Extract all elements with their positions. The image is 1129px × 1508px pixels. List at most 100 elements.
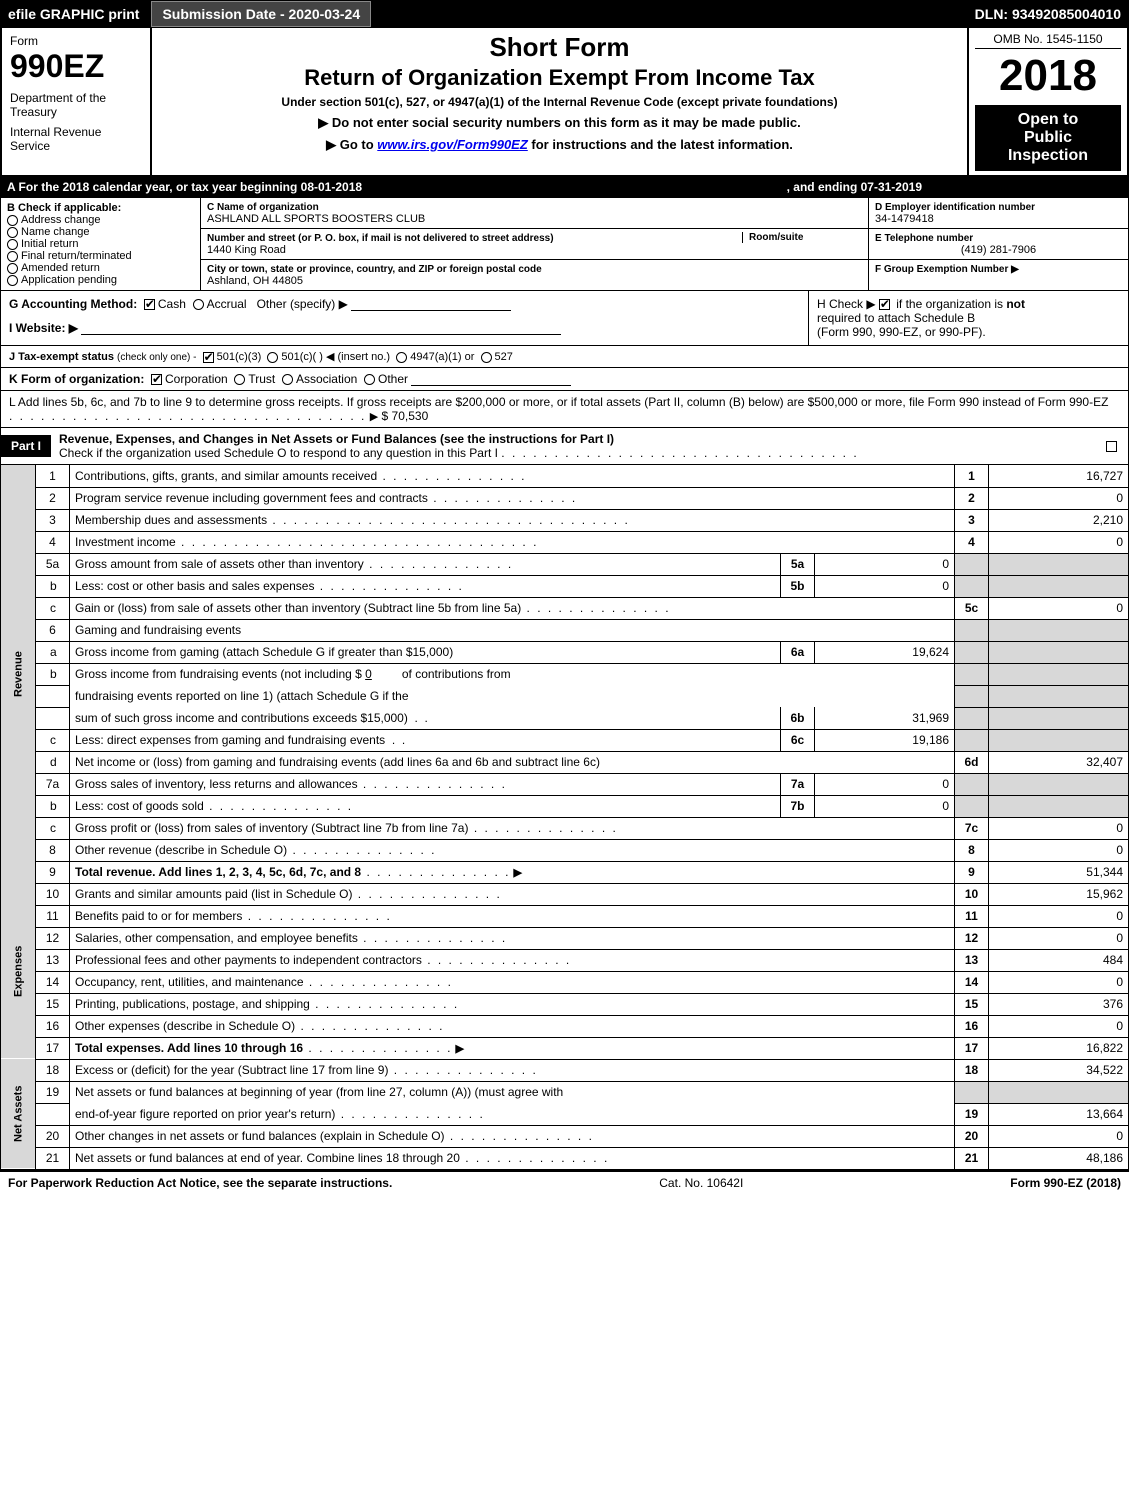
l20-desc: Other changes in net assets or fund bala… <box>70 1125 955 1147</box>
checkbox-h[interactable] <box>879 299 890 310</box>
l6-rvshade <box>989 619 1129 641</box>
l14-rv: 0 <box>989 971 1129 993</box>
l19a-rvshade <box>989 1081 1129 1103</box>
b-item-pending: Application pending <box>7 274 194 286</box>
checkbox-cash[interactable] <box>144 299 155 310</box>
return-title: Return of Organization Exempt From Incom… <box>160 65 959 91</box>
efile-print-label[interactable]: efile GRAPHIC print <box>0 2 147 26</box>
part1-num: Part I <box>1 435 51 457</box>
irs-link[interactable]: www.irs.gov/Form990EZ <box>377 137 528 152</box>
l16-no: 16 <box>36 1015 70 1037</box>
line-6a: a Gross income from gaming (attach Sched… <box>1 641 1129 663</box>
radio-4947[interactable] <box>396 352 407 363</box>
l5a-no: 5a <box>36 553 70 575</box>
k-other-field[interactable] <box>411 372 571 386</box>
l6b3-rvshade <box>989 707 1129 729</box>
line-6b-3: sum of such gross income and contributio… <box>1 707 1129 729</box>
submission-date-button[interactable]: Submission Date - 2020-03-24 <box>151 1 371 27</box>
b-amended-label: Amended return <box>21 262 100 274</box>
l19a-rshade <box>955 1081 989 1103</box>
gh-right: H Check ▶ if the organization is not req… <box>808 291 1128 345</box>
l5a-desc: Gross amount from sale of assets other t… <box>70 553 781 575</box>
l7a-rvshade <box>989 773 1129 795</box>
b-item-final: Final return/terminated <box>7 250 194 262</box>
radio-initial-return[interactable] <box>7 239 18 250</box>
g-other-field[interactable] <box>351 297 511 311</box>
radio-address-change[interactable] <box>7 215 18 226</box>
l19b-no <box>36 1103 70 1125</box>
l7a-mn: 7a <box>781 773 815 795</box>
line-13: 13 Professional fees and other payments … <box>1 949 1129 971</box>
l6-rshade <box>955 619 989 641</box>
l7b-desc: Less: cost of goods sold <box>70 795 781 817</box>
line-7a: 7a Gross sales of inventory, less return… <box>1 773 1129 795</box>
part1-title-text: Revenue, Expenses, and Changes in Net As… <box>59 432 614 446</box>
l4-text: Investment income <box>75 535 176 549</box>
radio-association[interactable] <box>282 374 293 385</box>
l12-rn: 12 <box>955 927 989 949</box>
k-o4: Other <box>378 372 408 386</box>
checkbox-501c3[interactable] <box>203 352 214 363</box>
l20-text: Other changes in net assets or fund bala… <box>75 1129 445 1143</box>
under-section: Under section 501(c), 527, or 4947(a)(1)… <box>160 95 959 109</box>
col-def: D Employer identification number 34-1479… <box>868 198 1128 290</box>
footer-left: For Paperwork Reduction Act Notice, see … <box>8 1176 392 1190</box>
l6b-desc3: sum of such gross income and contributio… <box>70 707 781 729</box>
j-sub: (check only one) - <box>117 352 196 363</box>
l20-rn: 20 <box>955 1125 989 1147</box>
website-field[interactable] <box>81 321 561 335</box>
l5b-mn: 5b <box>781 575 815 597</box>
l14-desc: Occupancy, rent, utilities, and maintena… <box>70 971 955 993</box>
l5a-mv: 0 <box>815 553 955 575</box>
radio-527[interactable] <box>481 352 492 363</box>
side-expenses: Expenses <box>1 883 36 1059</box>
e-phone-row: E Telephone number (419) 281-7906 <box>869 229 1128 260</box>
checkbox-part1-schedule-o[interactable] <box>1106 441 1117 452</box>
l17-no: 17 <box>36 1037 70 1059</box>
b-initial-label: Initial return <box>21 238 78 250</box>
radio-name-change[interactable] <box>7 227 18 238</box>
l13-rn: 13 <box>955 949 989 971</box>
h-text4: (Form 990, 990-EZ, or 990-PF). <box>817 325 986 339</box>
l-arrow <box>370 409 378 423</box>
l6a-mv: 19,624 <box>815 641 955 663</box>
b-item-name: Name change <box>7 226 194 238</box>
footer-mid: Cat. No. 10642I <box>392 1176 1010 1190</box>
l15-rv: 376 <box>989 993 1129 1015</box>
radio-application-pending[interactable] <box>7 275 18 286</box>
l1-no: 1 <box>36 465 70 487</box>
d-ein-row: D Employer identification number 34-1479… <box>869 198 1128 229</box>
line-6b-1: b Gross income from fundraising events (… <box>1 663 1129 685</box>
phone-value: (419) 281-7906 <box>875 244 1122 256</box>
line-3: 3 Membership dues and assessments 3 2,21… <box>1 509 1129 531</box>
radio-501c[interactable] <box>267 352 278 363</box>
radio-trust[interactable] <box>234 374 245 385</box>
h-text1: H Check ▶ <box>817 297 876 311</box>
l6b-mn: 6b <box>781 707 815 729</box>
l13-text: Professional fees and other payments to … <box>75 953 422 967</box>
open2: Public <box>979 129 1117 147</box>
l19-rn: 19 <box>955 1103 989 1125</box>
open-to-public: Open to Public Inspection <box>975 105 1121 171</box>
l16-text: Other expenses (describe in Schedule O) <box>75 1019 295 1033</box>
line-15: 15 Printing, publications, postage, and … <box>1 993 1129 1015</box>
l21-rn: 21 <box>955 1147 989 1169</box>
l5b-mv: 0 <box>815 575 955 597</box>
l15-rn: 15 <box>955 993 989 1015</box>
l8-no: 8 <box>36 839 70 861</box>
checkbox-corporation[interactable] <box>151 374 162 385</box>
l6b-no: b <box>36 663 70 685</box>
j-o1: 501(c)(3) <box>217 351 262 363</box>
l1-text: Contributions, gifts, grants, and simila… <box>75 469 377 483</box>
radio-final-return[interactable] <box>7 251 18 262</box>
l8-desc: Other revenue (describe in Schedule O) <box>70 839 955 861</box>
radio-amended-return[interactable] <box>7 263 18 274</box>
part1-header: Part I Revenue, Expenses, and Changes in… <box>0 428 1129 465</box>
l6a-mn: 6a <box>781 641 815 663</box>
form-header: Form 990EZ Department of the Treasury In… <box>0 28 1129 177</box>
radio-other-org[interactable] <box>364 374 375 385</box>
row-a-ending: , and ending 07-31-2019 <box>787 180 922 194</box>
l2-desc: Program service revenue including govern… <box>70 487 955 509</box>
l6a-desc: Gross income from gaming (attach Schedul… <box>70 641 781 663</box>
radio-accrual[interactable] <box>193 299 204 310</box>
